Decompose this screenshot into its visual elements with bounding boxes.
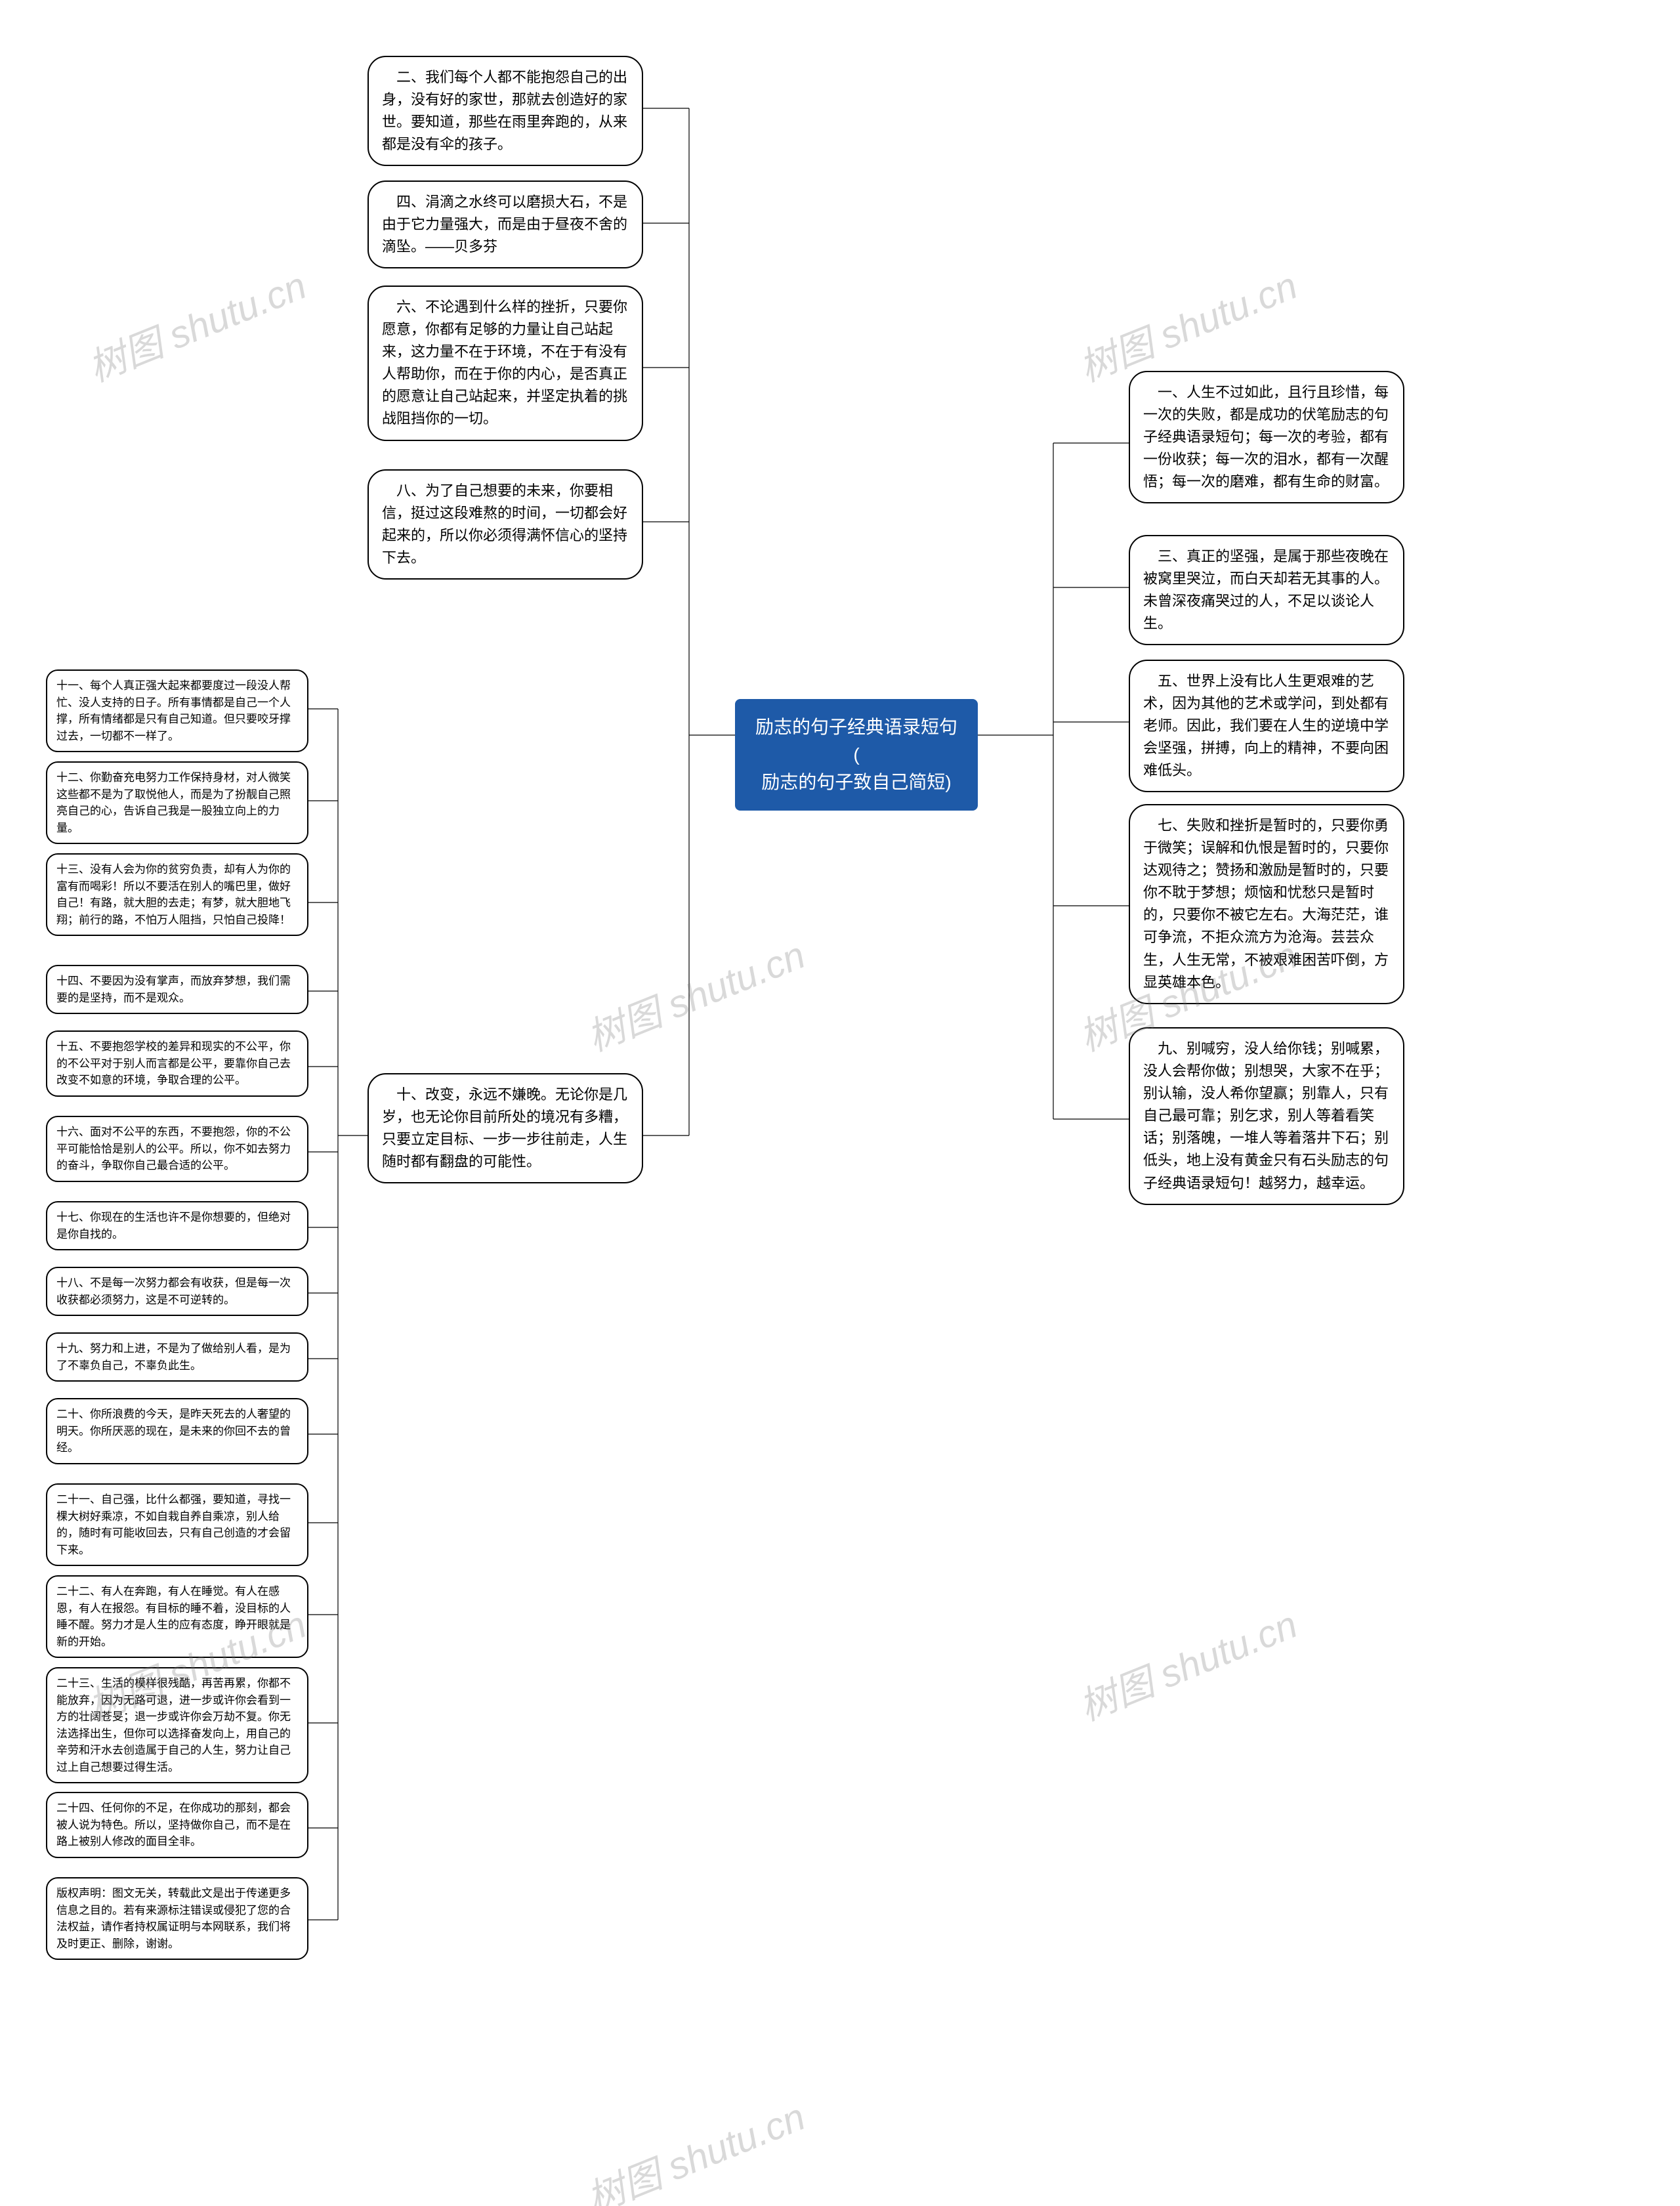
- mindmap-node-r1: 一、人生不过如此，且行且珍惜，每一次的失败，都是成功的伏笔励志的句子经典语录短句…: [1129, 371, 1404, 503]
- node-text: 二、我们每个人都不能抱怨自己的出身，没有好的家世，那就去创造好的家世。要知道，那…: [382, 69, 627, 152]
- mindmap-node-c23: 二十三、生活的模样很残酷，再苦再累，你都不能放弃，因为无路可退，进一步或许你会看…: [46, 1667, 308, 1783]
- node-text: 七、失败和挫折是暂时的，只要你勇于微笑；误解和仇恨是暂时的，只要你达观待之；赞扬…: [1143, 817, 1389, 990]
- mindmap-node-l8: 八、为了自己想要的未来，你要相信，挺过这段难熬的时间，一切都会好起来的，所以你必…: [368, 469, 643, 580]
- watermark: 树图 shutu.cn: [578, 924, 812, 1062]
- node-text: 十四、不要因为没有掌声，而放弃梦想，我们需要的是坚持，而不是观众。: [56, 975, 291, 1004]
- mindmap-node-c12: 十二、你勤奋充电努力工作保持身材，对人微笑这些都不是为了取悦他人，而是为了扮靓自…: [46, 761, 308, 844]
- node-text: 十五、不要抱怨学校的差异和现实的不公平，你的不公平对于别人而言都是公平，要靠你自…: [56, 1040, 291, 1086]
- node-text: 十一、每个人真正强大起来都要度过一段没人帮忙、没人支持的日子。所有事情都是自己一…: [56, 679, 291, 742]
- mindmap-node-c19: 十九、努力和上进，不是为了做给别人看，是为了不辜负自己，不辜负此生。: [46, 1332, 308, 1382]
- mindmap-node-c20: 二十、你所浪费的今天，是昨天死去的人奢望的明天。你所厌恶的现在，是未来的你回不去…: [46, 1398, 308, 1464]
- node-text: 八、为了自己想要的未来，你要相信，挺过这段难熬的时间，一切都会好起来的，所以你必…: [382, 482, 627, 566]
- mindmap-node-c24: 二十四、任何你的不足，在你成功的那刻，都会被人说为特色。所以，坚持做你自己，而不…: [46, 1792, 308, 1858]
- watermark: 树图 shutu.cn: [1070, 1594, 1304, 1731]
- node-text: 九、别喊穷，没人给你钱；别喊累，没人会帮你做；别想哭，大家不在乎；别认输，没人希…: [1143, 1040, 1389, 1191]
- node-text: 版权声明：图文无关，转载此文是出于传递更多信息之目的。若有来源标注错误或侵犯了您…: [56, 1887, 291, 1950]
- node-text: 二十三、生活的模样很残酷，再苦再累，你都不能放弃，因为无路可退，进一步或许你会看…: [56, 1677, 291, 1773]
- node-text: 十二、你勤奋充电努力工作保持身材，对人微笑这些都不是为了取悦他人，而是为了扮靓自…: [56, 771, 291, 834]
- center-node: 励志的句子经典语录短句(励志的句子致自己简短): [735, 699, 978, 811]
- node-text: 一、人生不过如此，且行且珍惜，每一次的失败，都是成功的伏笔励志的句子经典语录短句…: [1143, 384, 1389, 490]
- node-text: 十八、不是每一次努力都会有收获，但是每一次收获都必须努力，这是不可逆转的。: [56, 1277, 291, 1306]
- node-text: 十七、你现在的生活也许不是你想要的，但绝对是你自找的。: [56, 1211, 291, 1241]
- mindmap-node-l4: 四、涓滴之水终可以磨损大石，不是由于它力量强大，而是由于昼夜不舍的滴坠。——贝多…: [368, 180, 643, 268]
- node-text: 四、涓滴之水终可以磨损大石，不是由于它力量强大，而是由于昼夜不舍的滴坠。——贝多…: [382, 194, 627, 255]
- mindmap-node-c14: 十四、不要因为没有掌声，而放弃梦想，我们需要的是坚持，而不是观众。: [46, 965, 308, 1014]
- node-text: 十、改变，永远不嫌晚。无论你是几岁，也无论你目前所处的境况有多糟，只要立定目标、…: [382, 1086, 627, 1170]
- watermark: 树图 shutu.cn: [79, 255, 313, 392]
- mindmap-node-c22: 二十二、有人在奔跑，有人在睡觉。有人在感恩，有人在报怨。有目标的睡不着，没目标的…: [46, 1575, 308, 1658]
- mindmap-node-c15: 十五、不要抱怨学校的差异和现实的不公平，你的不公平对于别人而言都是公平，要靠你自…: [46, 1030, 308, 1097]
- mindmap-node-c13: 十三、没有人会为你的贫穷负责，却有人为你的富有而喝彩！所以不要活在别人的嘴巴里，…: [46, 853, 308, 936]
- mindmap-node-r9: 九、别喊穷，没人给你钱；别喊累，没人会帮你做；别想哭，大家不在乎；别认输，没人希…: [1129, 1027, 1404, 1205]
- node-text: 五、世界上没有比人生更艰难的艺术，因为其他的艺术或学问，到处都有老师。因此，我们…: [1143, 673, 1389, 778]
- mindmap-node-cCopy: 版权声明：图文无关，转载此文是出于传递更多信息之目的。若有来源标注错误或侵犯了您…: [46, 1877, 308, 1960]
- node-text: 十九、努力和上进，不是为了做给别人看，是为了不辜负自己，不辜负此生。: [56, 1342, 291, 1372]
- mindmap-node-l10: 十、改变，永远不嫌晚。无论你是几岁，也无论你目前所处的境况有多糟，只要立定目标、…: [368, 1073, 643, 1183]
- node-text: 六、不论遇到什么样的挫折，只要你愿意，你都有足够的力量让自己站起来，这力量不在于…: [382, 299, 627, 427]
- node-text: 二十、你所浪费的今天，是昨天死去的人奢望的明天。你所厌恶的现在，是未来的你回不去…: [56, 1408, 291, 1454]
- watermark: 树图 shutu.cn: [578, 2086, 812, 2206]
- mindmap-node-r3: 三、真正的坚强，是属于那些夜晚在被窝里哭泣，而白天却若无其事的人。未曾深夜痛哭过…: [1129, 535, 1404, 645]
- node-text: 二十一、自己强，比什么都强，要知道，寻找一棵大树好乘凉，不如自栽自养自乘凉，别人…: [56, 1493, 291, 1556]
- node-text: 十六、面对不公平的东西，不要抱怨，你的不公平可能恰恰是别人的公平。所以，你不如去…: [56, 1126, 291, 1172]
- mindmap-node-c11: 十一、每个人真正强大起来都要度过一段没人帮忙、没人支持的日子。所有事情都是自己一…: [46, 669, 308, 752]
- mindmap-node-r7: 七、失败和挫折是暂时的，只要你勇于微笑；误解和仇恨是暂时的，只要你达观待之；赞扬…: [1129, 804, 1404, 1004]
- node-text: 三、真正的坚强，是属于那些夜晚在被窝里哭泣，而白天却若无其事的人。未曾深夜痛哭过…: [1143, 548, 1389, 631]
- node-text: 二十四、任何你的不足，在你成功的那刻，都会被人说为特色。所以，坚持做你自己，而不…: [56, 1802, 291, 1848]
- mindmap-node-r5: 五、世界上没有比人生更艰难的艺术，因为其他的艺术或学问，到处都有老师。因此，我们…: [1129, 660, 1404, 792]
- mindmap-node-l6: 六、不论遇到什么样的挫折，只要你愿意，你都有足够的力量让自己站起来，这力量不在于…: [368, 286, 643, 441]
- mindmap-node-c18: 十八、不是每一次努力都会有收获，但是每一次收获都必须努力，这是不可逆转的。: [46, 1267, 308, 1316]
- mindmap-node-c21: 二十一、自己强，比什么都强，要知道，寻找一棵大树好乘凉，不如自栽自养自乘凉，别人…: [46, 1483, 308, 1566]
- center-text: 励志的句子经典语录短句(励志的句子致自己简短): [755, 717, 957, 792]
- node-text: 二十二、有人在奔跑，有人在睡觉。有人在感恩，有人在报怨。有目标的睡不着，没目标的…: [56, 1585, 291, 1648]
- node-text: 十三、没有人会为你的贫穷负责，却有人为你的富有而喝彩！所以不要活在别人的嘴巴里，…: [56, 863, 291, 926]
- mindmap-node-c17: 十七、你现在的生活也许不是你想要的，但绝对是你自找的。: [46, 1201, 308, 1250]
- mindmap-node-c16: 十六、面对不公平的东西，不要抱怨，你的不公平可能恰恰是别人的公平。所以，你不如去…: [46, 1116, 308, 1182]
- connector-layer: [0, 0, 1680, 2206]
- mindmap-node-l2: 二、我们每个人都不能抱怨自己的出身，没有好的家世，那就去创造好的家世。要知道，那…: [368, 56, 643, 166]
